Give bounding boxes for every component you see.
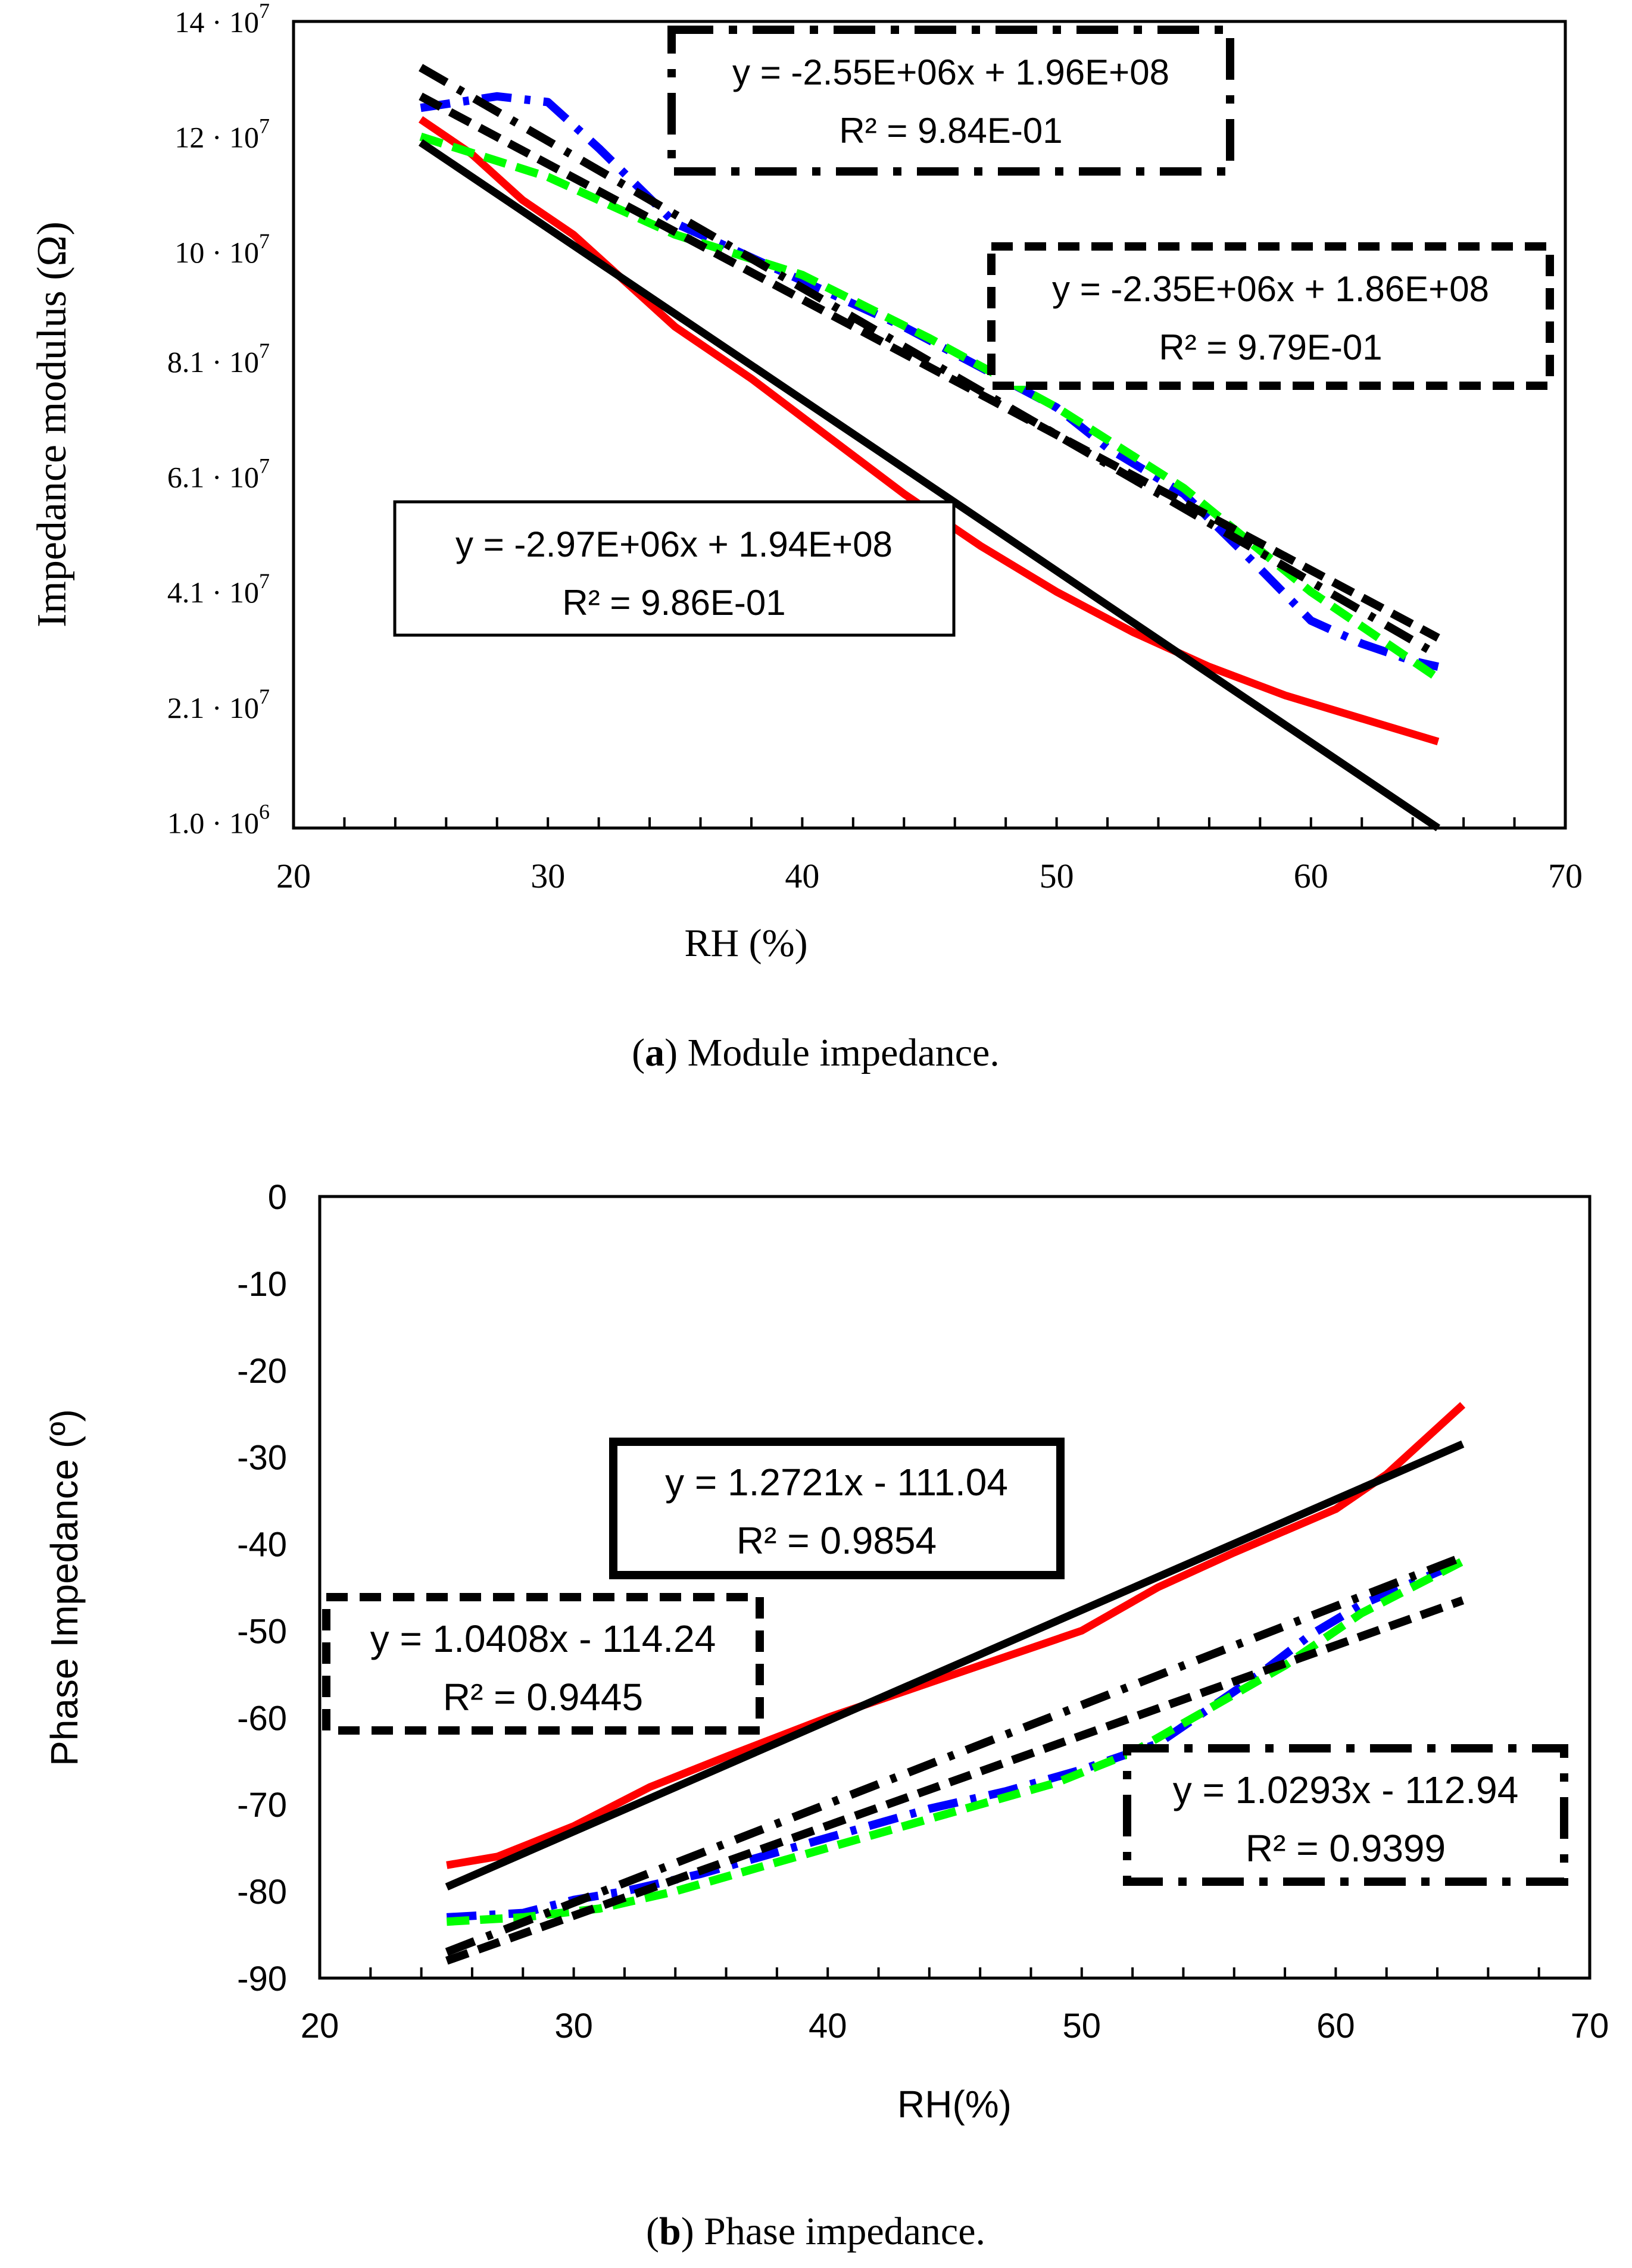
y-tick-labels-b: 0 -10 -20 -30 -40 -50 -60 -70 -80 -90: [237, 1178, 287, 1998]
series-line-black-solid-trend: [445, 1440, 1465, 1891]
y-tick-label: 1.0 · 106: [167, 799, 270, 839]
caption-a: (a) Module impedance.: [632, 1031, 1000, 1074]
x-tick-label: 70: [1571, 2007, 1609, 2045]
y-tick-label: 2.1 · 107: [167, 685, 270, 724]
annotation-r2: R² = 9.86E-01: [562, 583, 785, 623]
y-axis-label-a: Impedance modulus (Ω): [29, 221, 75, 627]
annotation-b-2: y = 1.0408x - 114.24 R² = 0.9445: [322, 1593, 764, 1735]
annotation-box: [1123, 1744, 1568, 1886]
x-tick-label: 30: [531, 857, 565, 895]
y-tick-label: -70: [237, 1786, 287, 1825]
annotation-a-2: y = -2.35E+06x + 1.86E+08 R² = 9.79E-01: [987, 242, 1554, 390]
annotation-r2: R² = 9.79E-01: [1159, 327, 1382, 367]
x-minor-ticks-b: [369, 1967, 1540, 1978]
annotation-a-3: y = -2.97E+06x + 1.94E+08 R² = 9.86E-01: [393, 500, 956, 637]
x-axis-label-b: RH(%): [897, 2083, 1012, 2126]
annotation-box: [987, 242, 1554, 390]
series-line-black-dashdot-trend: [419, 64, 1440, 659]
annotation-equation: y = 1.0293x - 112.94: [1173, 1769, 1519, 1811]
annotation-r2: R² = 0.9854: [737, 1519, 937, 1562]
y-tick-label: 4.1 · 107: [167, 569, 270, 609]
y-tick-label: 0: [268, 1178, 287, 1217]
annotation-r2: R² = 9.84E-01: [839, 111, 1062, 151]
annotation-r2: R² = 0.9399: [1246, 1827, 1446, 1870]
y-tick-label: 6.1 · 107: [167, 454, 270, 494]
series-line-blue-data: [446, 1557, 1465, 1922]
annotation-equation: y = -2.35E+06x + 1.86E+08: [1052, 269, 1489, 309]
x-tick-label: 50: [1040, 857, 1074, 895]
x-tick-labels-a: 20 30 40 50 60 70: [276, 857, 1583, 895]
y-tick-label: 8.1 · 107: [167, 339, 270, 379]
series-line-black-dashed-trend: [419, 92, 1440, 642]
x-tick-label: 60: [1316, 2007, 1355, 2045]
annotation-box: [609, 1438, 1065, 1579]
series-group-b: [445, 1402, 1466, 1965]
series-line-black-solid-trend: [418, 139, 1441, 832]
annotation-b-1: y = 1.2721x - 111.04 R² = 0.9854: [609, 1438, 1065, 1579]
annotation-box: [393, 500, 956, 637]
annotation-box: [667, 26, 1234, 176]
y-axis-label-b: Phase Impedance (º): [43, 1409, 86, 1766]
annotation-r2: R² = 0.9445: [443, 1676, 643, 1719]
annotation-equation: y = -2.55E+06x + 1.96E+08: [732, 52, 1169, 92]
panel-a: 20 30 40 50 60 70 14 · 107 12 · 107 10 · 107 8.1…: [29, 0, 1583, 1074]
x-tick-label: 70: [1548, 857, 1583, 895]
x-tick-label: 40: [809, 2007, 847, 2045]
series-line-red-data: [446, 1402, 1466, 1869]
y-tick-label: -60: [237, 1699, 287, 1738]
annotation-box: [322, 1593, 764, 1735]
panel-b: 20 30 40 50 60 70 0 -10 -20 -30 -40 -50 -60 -70 -80 -9…: [43, 1178, 1609, 2253]
caption-b: (b) Phase impedance.: [646, 2210, 985, 2253]
y-tick-label: 14 · 107: [174, 0, 270, 39]
y-tick-label: -10: [237, 1265, 287, 1304]
annotation-b-3: y = 1.0293x - 112.94 R² = 0.9399: [1123, 1744, 1568, 1886]
annotation-equation: y = 1.2721x - 111.04: [665, 1461, 1008, 1504]
y-tick-label: -50: [237, 1612, 287, 1651]
y-tick-label: -40: [237, 1526, 287, 1564]
y-tick-label: -20: [237, 1352, 287, 1391]
plot-frame-b: [318, 1195, 1592, 1980]
series-line-green-data: [419, 132, 1441, 682]
series-line-green-data: [446, 1557, 1465, 1926]
annotation-equation: y = 1.0408x - 114.24: [370, 1617, 716, 1660]
x-tick-label: 40: [785, 857, 819, 895]
series-line-red-data: [418, 116, 1440, 746]
y-tick-labels-a: 14 · 107 12 · 107 10 · 107 8.1 · 107 6.1 · 1…: [167, 0, 270, 839]
x-tick-label: 20: [276, 857, 311, 895]
y-tick-label: 10 · 107: [174, 229, 270, 269]
annotation-equation: y = -2.97E+06x + 1.94E+08: [455, 524, 893, 564]
series-group-a: [418, 64, 1441, 832]
x-tick-label: 60: [1294, 857, 1328, 895]
plot-frame-a: [292, 20, 1567, 830]
annotation-a-1: y = -2.55E+06x + 1.96E+08 R² = 9.84E-01: [667, 26, 1234, 176]
x-axis-label-a: RH (%): [684, 921, 807, 965]
x-tick-label: 50: [1063, 2007, 1101, 2045]
y-tick-label: -30: [237, 1439, 287, 1477]
x-tick-label: 30: [554, 2007, 593, 2045]
series-line-black-dashed-trend: [445, 1596, 1465, 1965]
x-tick-label: 20: [301, 2007, 339, 2045]
y-tick-label: -90: [237, 1960, 287, 1998]
y-tick-label: -80: [237, 1873, 287, 1911]
x-minor-ticks-a: [343, 817, 1516, 828]
y-tick-label: 12 · 107: [174, 114, 270, 154]
x-tick-labels-b: 20 30 40 50 60 70: [301, 2007, 1609, 2045]
